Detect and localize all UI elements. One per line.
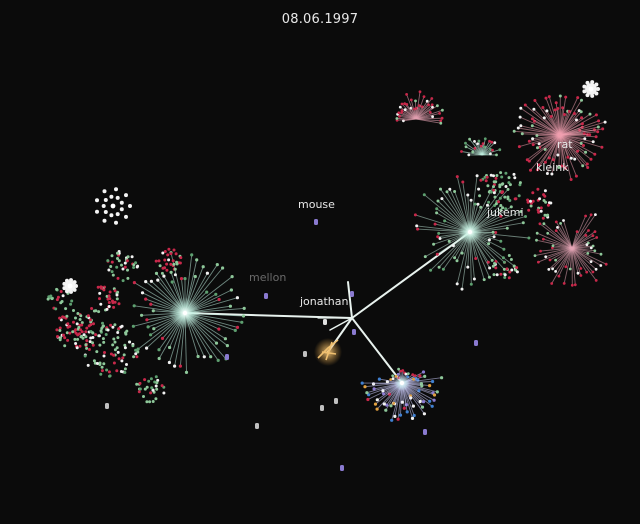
right-hub	[458, 220, 482, 244]
left-blob-3	[106, 250, 140, 283]
label-jukemi: jukemi	[486, 206, 524, 219]
left-blob-5	[135, 375, 166, 404]
isolated-nodes	[105, 219, 478, 471]
right-blob-1	[477, 171, 522, 212]
orange-node-group	[314, 338, 342, 366]
isolated-node	[334, 398, 338, 404]
trunk-edges	[184, 231, 471, 384]
isolated-node	[105, 403, 109, 409]
lower-hub	[394, 375, 410, 391]
label-mellon: mellon	[249, 271, 286, 284]
isolated-node	[255, 423, 259, 429]
left-blob-7	[46, 287, 74, 311]
isolated-node	[323, 319, 327, 325]
isolated-node	[352, 329, 356, 335]
isolated-node	[474, 340, 478, 346]
clusters	[46, 80, 608, 422]
right-blob-3	[491, 254, 519, 280]
isolated-node	[264, 293, 268, 299]
isolated-node	[350, 291, 354, 297]
isolated-node	[225, 354, 229, 360]
top-left-fan	[395, 90, 444, 125]
isolated-node	[340, 465, 344, 471]
upper-mid-fan	[460, 137, 502, 157]
left-blob-6	[90, 285, 121, 314]
isolated-node	[423, 429, 427, 435]
label-rat: rat	[557, 138, 573, 151]
right-blob-2	[526, 187, 553, 220]
edge-jonathan-to-lower-hub	[351, 317, 403, 384]
left-blob-2	[83, 321, 140, 378]
edge-jonathan-to-right-hub	[351, 231, 471, 319]
left-blob-4	[154, 247, 183, 277]
isolated-node	[303, 351, 307, 357]
left-blob-1	[55, 309, 95, 350]
label-jonathan: jonathan	[299, 295, 349, 308]
edge-left-hub-to-jonathan	[184, 312, 353, 319]
left-small-star	[62, 278, 78, 294]
date-label: 08.06.1997	[281, 12, 359, 27]
label-kleink: kleink	[536, 161, 569, 174]
left-star	[95, 187, 132, 225]
label-mouse: mouse	[298, 198, 335, 211]
top-right-fan	[512, 94, 607, 181]
edge-jonathan-short	[329, 317, 353, 331]
edge-jonathan-up	[347, 281, 353, 319]
left-hub	[169, 297, 201, 329]
isolated-node	[314, 219, 318, 225]
mid-right-fan	[533, 213, 608, 287]
isolated-node	[320, 405, 324, 411]
right-small-star	[582, 80, 600, 98]
